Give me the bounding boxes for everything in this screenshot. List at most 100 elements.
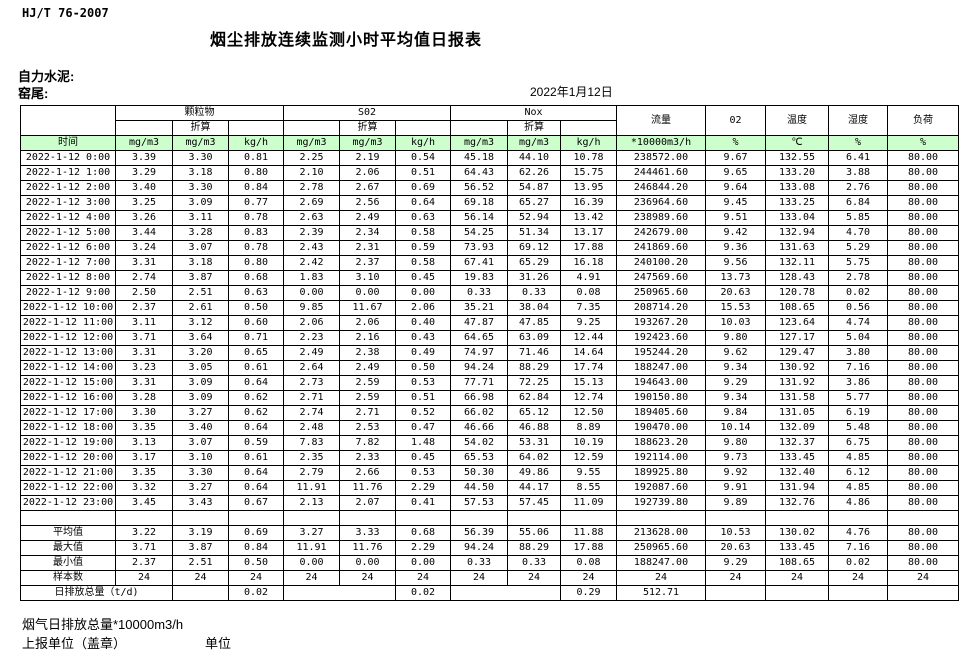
value-cell: 35.21: [450, 300, 508, 316]
time-cell: 2022-1-12 22:00: [20, 480, 116, 496]
value-cell: 45.18: [450, 150, 508, 166]
blank-cell: [765, 585, 829, 601]
group-header-so2: S02: [283, 105, 451, 121]
value-cell: 0.33: [450, 555, 508, 571]
value-cell: 120.78: [765, 285, 829, 301]
value-cell: 3.09: [172, 390, 229, 406]
value-cell: 8.55: [560, 480, 617, 496]
value-cell: 9.29: [705, 555, 766, 571]
value-cell: 0.64: [228, 420, 284, 436]
value-cell: 2.51: [172, 285, 229, 301]
value-cell: 0.50: [395, 360, 451, 376]
value-cell: 80.00: [887, 150, 959, 166]
table-row: 2022-1-12 8:00 2.74 3.87 0.68 1.83 3.10 0.45 19…: [20, 270, 959, 286]
value-cell: 53.31: [507, 435, 561, 451]
value-cell: 131.63: [765, 240, 829, 256]
value-cell: 208714.20: [616, 300, 706, 316]
value-cell: 132.94: [765, 225, 829, 241]
value-cell: 5.29: [828, 240, 888, 256]
value-cell: 0.00: [339, 285, 396, 301]
value-cell: 2.79: [283, 465, 340, 481]
value-cell: 64.02: [507, 450, 561, 466]
value-cell: 3.30: [115, 405, 173, 421]
value-cell: 5.04: [828, 330, 888, 346]
daily-total-value: 0.29: [560, 585, 617, 601]
time-cell: 2022-1-12 20:00: [20, 450, 116, 466]
value-cell: 0.62: [228, 405, 284, 421]
time-cell: 2022-1-12 6:00: [20, 240, 116, 256]
value-cell: 2.06: [339, 165, 396, 181]
value-cell: 0.78: [228, 210, 284, 226]
value-cell: 0.67: [228, 495, 284, 511]
value-cell: 0.58: [395, 255, 451, 271]
value-cell: 88.29: [507, 360, 561, 376]
value-cell: 3.30: [172, 180, 229, 196]
value-cell: 132.76: [765, 495, 829, 511]
value-cell: 193267.20: [616, 315, 706, 331]
column-header-load: 负荷: [887, 105, 959, 136]
value-cell: 131.58: [765, 390, 829, 406]
value-cell: 123.64: [765, 315, 829, 331]
value-cell: 80.00: [887, 480, 959, 496]
value-cell: 12.44: [560, 330, 617, 346]
time-cell: 2022-1-12 3:00: [20, 195, 116, 211]
summary-row: 最大值 3.71 3.87 0.84 11.91 11.76 2.29 94.24 88.29 1…: [20, 540, 959, 556]
value-cell: 3.05: [172, 360, 229, 376]
unit-so2-mgm3: mg/m3: [283, 135, 340, 151]
value-cell: 15.53: [705, 300, 766, 316]
time-cell: 2022-1-12 1:00: [20, 165, 116, 181]
value-cell: 3.18: [172, 165, 229, 181]
value-cell: 15.13: [560, 375, 617, 391]
value-cell: 0.81: [228, 150, 284, 166]
value-cell: 80.00: [887, 360, 959, 376]
value-cell: 192423.60: [616, 330, 706, 346]
value-cell: 2.73: [283, 375, 340, 391]
value-cell: 2.13: [283, 495, 340, 511]
value-cell: 133.45: [765, 450, 829, 466]
table-row: 2022-1-12 16:00 3.28 3.09 0.62 2.71 2.59 0.51 6…: [20, 390, 959, 406]
value-cell: 0.64: [228, 465, 284, 481]
value-cell: 2.63: [283, 210, 340, 226]
value-cell: 2.71: [339, 405, 396, 421]
value-cell: 47.87: [450, 315, 508, 331]
value-cell: 108.65: [765, 555, 829, 571]
blank-cell: [560, 510, 617, 526]
blank-cell: [283, 120, 340, 136]
value-cell: 80.00: [887, 495, 959, 511]
value-cell: 127.17: [765, 330, 829, 346]
value-cell: 3.39: [115, 150, 173, 166]
value-cell: 2.74: [115, 270, 173, 286]
value-cell: 63.09: [507, 330, 561, 346]
value-cell: 80.00: [887, 255, 959, 271]
value-cell: 4.76: [828, 525, 888, 541]
blank-cell: [283, 510, 340, 526]
unit-pm-mgm3: mg/m3: [115, 135, 173, 151]
value-cell: 44.17: [507, 480, 561, 496]
value-cell: 0.61: [228, 360, 284, 376]
value-cell: 8.89: [560, 420, 617, 436]
value-cell: 3.30: [172, 150, 229, 166]
value-cell: 10.53: [705, 525, 766, 541]
value-cell: 1.83: [283, 270, 340, 286]
value-cell: 80.00: [887, 435, 959, 451]
value-cell: 0.51: [395, 165, 451, 181]
value-cell: 65.53: [450, 450, 508, 466]
unit-label: 单位: [205, 636, 232, 651]
blank-cell: [115, 120, 173, 136]
value-cell: 2.74: [283, 405, 340, 421]
value-cell: 0.78: [228, 240, 284, 256]
value-cell: 2.67: [339, 180, 396, 196]
value-cell: 238572.00: [616, 150, 706, 166]
value-cell: 80.00: [887, 525, 959, 541]
value-cell: 46.88: [507, 420, 561, 436]
value-cell: 80.00: [887, 240, 959, 256]
value-cell: 3.10: [339, 270, 396, 286]
value-cell: 2.59: [339, 390, 396, 406]
summary-label: 样本数: [20, 570, 116, 586]
value-cell: 0.80: [228, 255, 284, 271]
value-cell: 0.64: [228, 375, 284, 391]
value-cell: 2.06: [395, 300, 451, 316]
value-cell: 2.37: [115, 300, 173, 316]
unit-so2-converted-mgm3: mg/m3: [339, 135, 396, 151]
value-cell: 80.00: [887, 270, 959, 286]
